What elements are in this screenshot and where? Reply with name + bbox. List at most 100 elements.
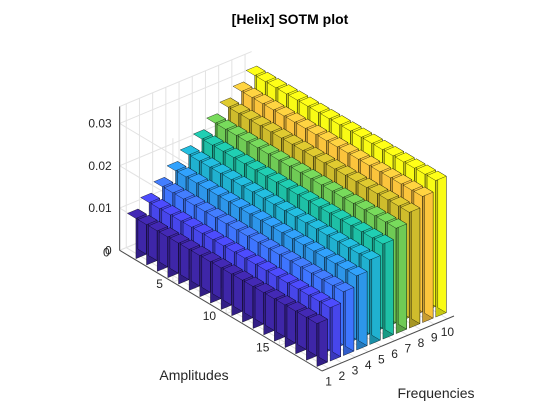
bar-face-top (283, 134, 304, 145)
bar-face-top (337, 260, 357, 270)
bar-face-top (349, 149, 370, 160)
bar-face-top (305, 241, 325, 252)
y-axis-label: Amplitudes (159, 367, 228, 383)
bar-face-top (148, 221, 169, 232)
bar-face-top (203, 135, 224, 146)
bar-face-top (265, 194, 285, 205)
bar-face-top (352, 127, 373, 138)
x-tick-label: 10 (441, 325, 455, 339)
bar-face-top (275, 106, 295, 117)
x-tick-label: 4 (365, 358, 372, 372)
bar-face-top (280, 156, 301, 167)
bar-face-top (283, 229, 304, 239)
bar-face-top (296, 213, 317, 224)
bar-face-top (253, 94, 274, 104)
bar-face-top (278, 273, 299, 284)
bar-face-top (219, 192, 240, 202)
bar-face-top (214, 141, 235, 152)
bar-face-top (320, 109, 341, 119)
bar-f9-a18 (413, 186, 434, 323)
bar-face-top (275, 200, 296, 211)
bar-face-top (196, 201, 216, 212)
z-tick-label: 0.02 (88, 159, 112, 173)
bar-face-top (153, 177, 174, 187)
bar-face-top (185, 195, 206, 206)
bar-face-top (224, 147, 245, 158)
bar-face-top (325, 159, 346, 170)
bar-face-top (344, 193, 365, 204)
bar-f6-a18 (374, 234, 394, 340)
bar-face-top (206, 208, 227, 218)
bar-face-top (140, 192, 160, 203)
bar-face-top (276, 295, 296, 306)
bar-face-top (291, 162, 312, 173)
bar-face-top (321, 298, 342, 308)
bar-face-top (238, 132, 258, 142)
bar-face-top (379, 190, 399, 201)
bar-face-top (211, 163, 232, 174)
bar-face-top (190, 245, 211, 256)
bar-face-top (293, 140, 314, 151)
bar-face-top (323, 181, 344, 192)
bar-face-top (368, 184, 389, 194)
bar-face-top (243, 182, 264, 193)
bar-face-top (400, 202, 421, 213)
bar-face-top (270, 245, 291, 255)
bar-face-top (235, 154, 256, 164)
bar-face-top (328, 231, 349, 242)
bar-face-top (217, 214, 238, 224)
bar-face-top (281, 251, 301, 262)
bar-face-top (286, 301, 307, 312)
bar-f4-a18 (347, 266, 368, 351)
y-tick-label: 15 (256, 341, 270, 355)
bar-face-top (363, 228, 384, 239)
bar-face-top (166, 161, 187, 171)
bar-face-top (296, 118, 317, 129)
bar-face-top (336, 165, 357, 176)
bar-face-top (204, 230, 224, 240)
bar-face-top (299, 96, 319, 107)
bar-face-top (334, 187, 354, 198)
bar-face-top (362, 133, 383, 144)
bar-face-top (264, 100, 285, 111)
y-tick-label: 5 (156, 277, 163, 291)
bar-f7-a18 (387, 218, 408, 334)
bar-face-top (212, 258, 232, 269)
bar-face-top (394, 152, 415, 163)
bar-face-top (249, 232, 270, 243)
bar-face-top (267, 78, 287, 89)
bar-face-top (177, 167, 198, 178)
bar-face-top (259, 144, 280, 155)
bar-face-top (360, 250, 381, 261)
bar-face-top (174, 189, 195, 200)
bar-face-top (341, 121, 362, 132)
bar-face-side (384, 234, 394, 336)
bar-face-top (222, 264, 243, 275)
bar-face-top (206, 113, 226, 124)
bar-face-top (262, 122, 282, 133)
bar-face-top (288, 90, 309, 101)
bar-face-top (403, 180, 423, 191)
bar-face-top (187, 173, 208, 184)
bar-face-top (376, 212, 397, 223)
bar-face-top (278, 178, 298, 189)
bar-face-top (294, 235, 315, 246)
bar-face-top (251, 210, 272, 221)
bar-face-top (289, 279, 310, 290)
bar-face-top (225, 242, 246, 253)
bar-face-top (310, 291, 331, 302)
bar-face-top (245, 65, 266, 76)
bar-face-top (219, 97, 240, 108)
bar-face-top (182, 217, 203, 228)
bar-face-top (270, 150, 290, 161)
bar-face-top (334, 282, 355, 292)
bar-face-top (347, 171, 367, 182)
bar-face-top (310, 197, 330, 208)
bar-face-top (243, 87, 264, 98)
bar-face-top (227, 220, 248, 231)
bar-face-top (230, 103, 250, 114)
bar-face-top (365, 206, 386, 217)
z-tick-label: 0.01 (88, 201, 112, 215)
